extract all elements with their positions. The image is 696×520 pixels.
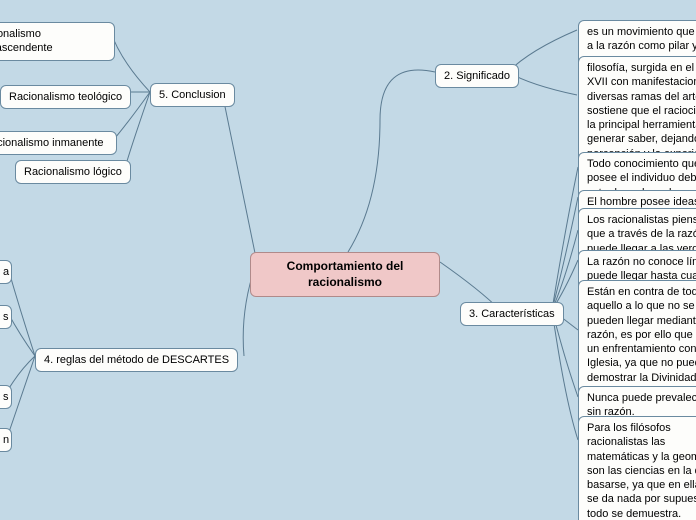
branch-reglas[interactable]: 4. reglas del método de DESCARTES xyxy=(35,348,238,372)
branch-caracteristicas[interactable]: 3. Características xyxy=(460,302,564,326)
leaf-reglas-0[interactable]: a xyxy=(0,260,12,284)
leaf-reglas-3[interactable]: n xyxy=(0,428,12,452)
center-node[interactable]: Comportamiento del racionalismo xyxy=(250,252,440,297)
leaf-conclusion-0[interactable]: cionalismo trascendente xyxy=(0,22,115,61)
mindmap-canvas: Comportamiento del racionalismo 2. Signi… xyxy=(0,0,696,520)
leaf-conclusion-3[interactable]: Racionalismo lógico xyxy=(15,160,131,184)
leaf-caract-6[interactable]: Para los filósofos racionalistas las mat… xyxy=(578,416,696,520)
branch-conclusion[interactable]: 5. Conclusion xyxy=(150,83,235,107)
branch-significado[interactable]: 2. Significado xyxy=(435,64,519,88)
leaf-reglas-2[interactable]: s xyxy=(0,385,12,409)
leaf-reglas-1[interactable]: s xyxy=(0,305,12,329)
leaf-conclusion-1[interactable]: Racionalismo teológico xyxy=(0,85,131,109)
leaf-conclusion-2[interactable]: acionalismo inmanente xyxy=(0,131,117,155)
